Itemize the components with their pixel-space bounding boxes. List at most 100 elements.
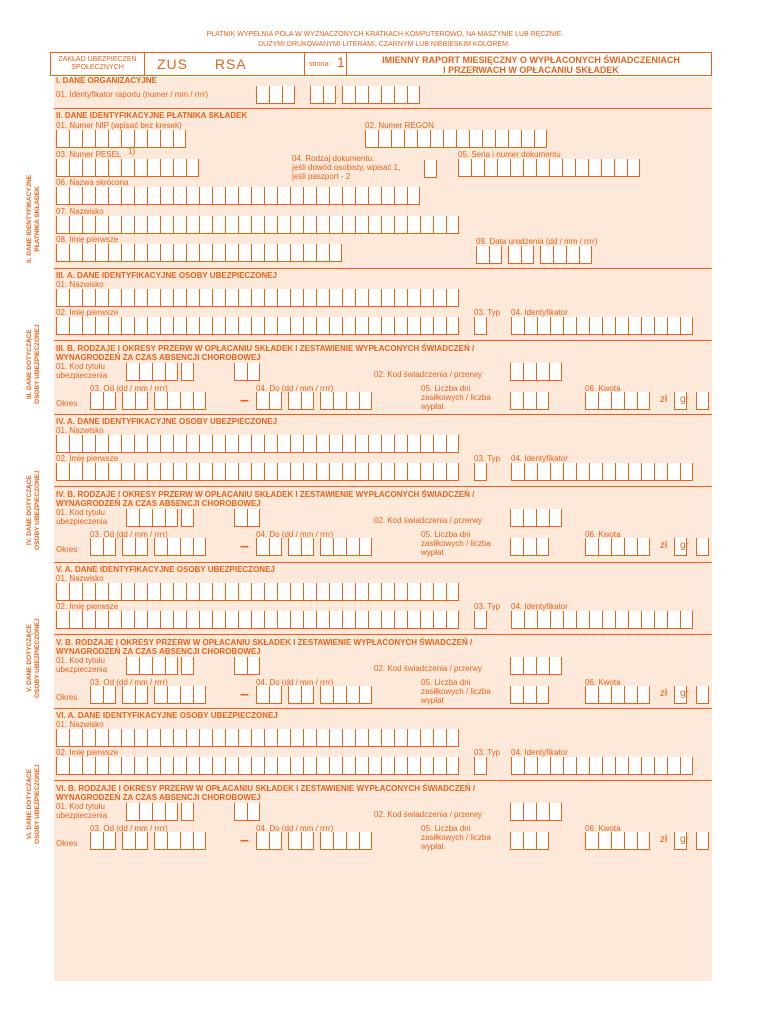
input-cell[interactable] [251,435,264,453]
input-cell[interactable] [433,317,446,335]
input-cell[interactable] [368,463,381,481]
input-cell[interactable] [69,159,82,177]
input-cell[interactable] [95,583,108,601]
input-cell[interactable] [167,832,180,850]
input-cell[interactable] [537,317,550,335]
input-cell[interactable] [667,757,680,775]
input-cell[interactable] [489,246,502,264]
person-3-identifier-boxes[interactable] [511,611,693,629]
input-cell[interactable] [536,509,549,527]
input-cell[interactable] [553,246,566,264]
input-cell[interactable] [407,463,420,481]
person-4-to-month-boxes[interactable] [288,832,314,850]
input-cell[interactable] [95,289,108,307]
input-cell[interactable] [69,317,82,335]
input-cell[interactable] [342,435,355,453]
person-3-amount-zl-boxes[interactable] [585,686,650,704]
person-3-first-name-boxes[interactable] [56,611,459,629]
input-cell[interactable] [108,244,121,262]
input-cell[interactable] [329,463,342,481]
input-cell[interactable] [550,611,563,629]
input-cell[interactable] [82,583,95,601]
input-cell[interactable] [511,757,524,775]
nip-boxes[interactable] [56,130,186,148]
input-cell[interactable] [508,130,521,148]
input-cell[interactable] [510,509,523,527]
input-cell[interactable] [90,538,103,556]
input-cell[interactable] [446,583,459,601]
input-cell[interactable] [394,289,407,307]
input-cell[interactable] [674,832,687,850]
input-cell[interactable] [446,463,459,481]
input-cell[interactable] [82,757,95,775]
input-cell[interactable] [333,538,346,556]
person-1-type-box[interactable] [474,317,487,335]
input-cell[interactable] [139,803,152,821]
person-3-to-year-boxes[interactable] [320,686,372,704]
input-cell[interactable] [154,686,167,704]
input-cell[interactable] [696,392,709,410]
input-cell[interactable] [342,317,355,335]
input-cell[interactable] [446,216,459,234]
input-cell[interactable] [549,803,562,821]
person-4-days-boxes[interactable] [510,832,549,850]
input-cell[interactable] [69,583,82,601]
input-cell[interactable] [264,216,277,234]
input-cell[interactable] [173,187,186,205]
input-cell[interactable] [576,317,589,335]
input-cell[interactable] [303,216,316,234]
input-cell[interactable] [446,317,459,335]
input-cell[interactable] [359,832,372,850]
person-1-to-day-boxes[interactable] [256,392,282,410]
person-2-days-boxes[interactable] [510,538,549,556]
input-cell[interactable] [147,583,160,601]
input-cell[interactable] [458,159,471,177]
input-cell[interactable] [420,289,433,307]
input-cell[interactable] [225,289,238,307]
input-cell[interactable] [186,216,199,234]
input-cell[interactable] [95,317,108,335]
input-cell[interactable] [524,611,537,629]
input-cell[interactable] [238,317,251,335]
input-cell[interactable] [173,216,186,234]
input-cell[interactable] [329,611,342,629]
input-cell[interactable] [134,216,147,234]
person-3-type-box[interactable] [474,611,487,629]
input-cell[interactable] [225,583,238,601]
input-cell[interactable] [135,538,148,556]
input-cell[interactable] [523,392,536,410]
input-cell[interactable] [264,757,277,775]
input-cell[interactable] [368,317,381,335]
input-cell[interactable] [407,216,420,234]
input-cell[interactable] [139,509,152,527]
person-2-title-code-digit-box[interactable] [181,509,194,527]
input-cell[interactable] [95,187,108,205]
input-cell[interactable] [147,130,160,148]
input-cell[interactable] [238,187,251,205]
input-cell[interactable] [135,832,148,850]
input-cell[interactable] [121,130,134,148]
input-cell[interactable] [290,729,303,747]
input-cell[interactable] [290,435,303,453]
person-4-amount-zl-boxes[interactable] [585,832,650,850]
input-cell[interactable] [497,159,510,177]
input-cell[interactable] [433,216,446,234]
input-cell[interactable] [186,583,199,601]
input-cell[interactable] [121,611,134,629]
input-cell[interactable] [290,289,303,307]
input-cell[interactable] [667,463,680,481]
input-cell[interactable] [381,289,394,307]
input-cell[interactable] [251,729,264,747]
input-cell[interactable] [359,686,372,704]
input-cell[interactable] [212,583,225,601]
input-cell[interactable] [329,244,342,262]
input-cell[interactable] [333,686,346,704]
input-cell[interactable] [160,435,173,453]
input-cell[interactable] [121,289,134,307]
person-2-from-day-boxes[interactable] [90,538,116,556]
input-cell[interactable] [238,757,251,775]
input-cell[interactable] [126,509,139,527]
input-cell[interactable] [615,611,628,629]
input-cell[interactable] [329,317,342,335]
input-cell[interactable] [212,611,225,629]
